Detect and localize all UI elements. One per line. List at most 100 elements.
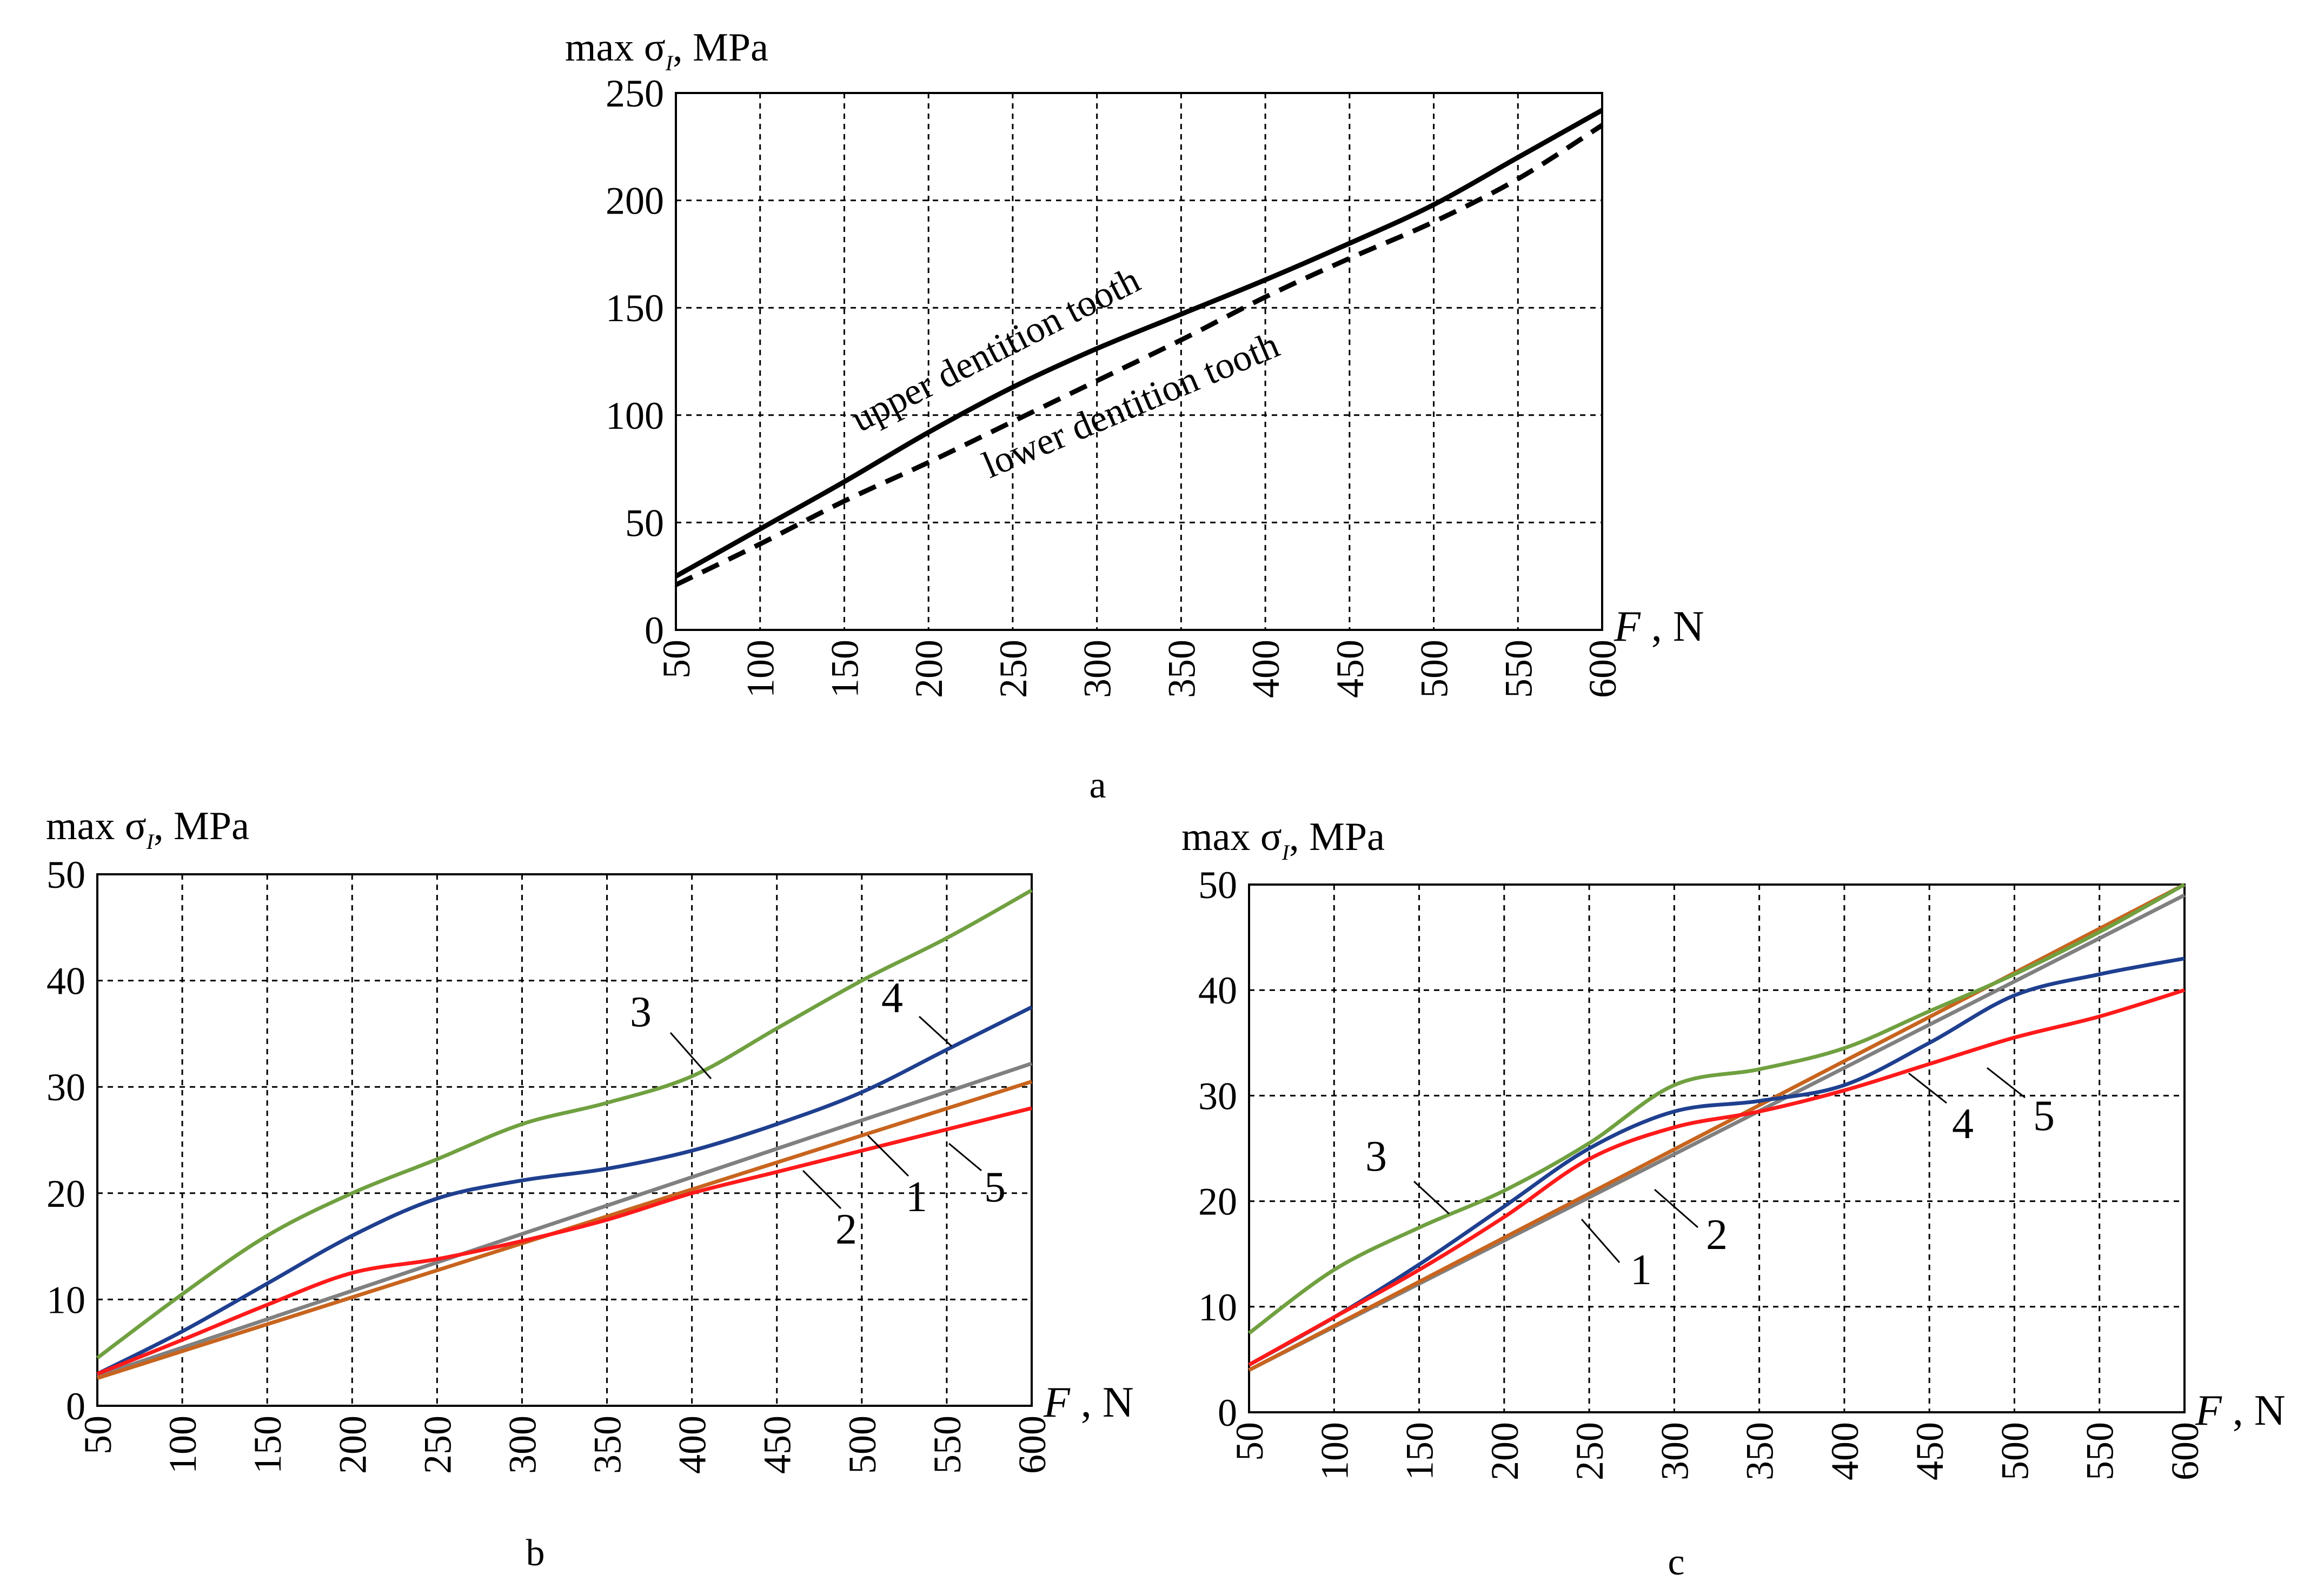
- series-line-c-2: [1248, 882, 2186, 1372]
- series-annotation: 1: [1630, 1246, 1652, 1294]
- x-tick-label: 100: [739, 640, 782, 698]
- leader-line: [948, 1142, 982, 1172]
- x-tick-label: 200: [1483, 1422, 1526, 1480]
- x-tick-label: 150: [823, 640, 866, 698]
- leader-line: [918, 1015, 953, 1047]
- y-tick-label: 150: [606, 287, 664, 330]
- x-tick-label: 400: [1823, 1422, 1867, 1480]
- plot-frame: [96, 873, 1033, 1407]
- y-tick-label: 20: [1198, 1180, 1237, 1224]
- series-annotation: 4: [881, 974, 903, 1022]
- x-tick-label: 150: [246, 1416, 289, 1474]
- x-axis-label: F , N: [1043, 1379, 1134, 1426]
- x-tick-label: 250: [416, 1416, 459, 1474]
- x-tick-label: 250: [1568, 1422, 1611, 1480]
- plot-frame: [1248, 883, 2186, 1413]
- series-annotation: 2: [1706, 1211, 1728, 1259]
- series-annotation: 5: [2033, 1092, 2055, 1140]
- leader-line: [802, 1170, 842, 1210]
- x-axis-label: F , N: [2195, 1387, 2286, 1434]
- leader-line: [1908, 1072, 1947, 1104]
- x-axis-label: F , N: [1613, 603, 1704, 650]
- chart-panel-b: 0 10 20 30 40 50 50 100 150 200 250 300 350 400 450 500…: [46, 804, 1134, 1574]
- y-tick-label: 30: [1198, 1074, 1237, 1118]
- x-tick-label: 600: [1011, 1416, 1054, 1474]
- y-tick-label: 200: [606, 180, 664, 223]
- x-tick-label: 500: [1413, 640, 1456, 698]
- series-line-c-4: [1248, 956, 2185, 1367]
- series-line-c-5: [1248, 988, 2186, 1367]
- series-line-a-2: [675, 123, 1604, 587]
- x-tick-label: 300: [1076, 640, 1119, 698]
- panel-caption: b: [526, 1532, 545, 1574]
- y-axis-label: max σI, MPa: [1181, 815, 1385, 865]
- x-tick-label: 450: [1908, 1422, 1951, 1480]
- plot-frame: [675, 92, 1603, 631]
- leader-line: [669, 1032, 712, 1079]
- x-tick-label: 500: [1993, 1422, 2036, 1480]
- y-tick-label: 50: [625, 501, 664, 544]
- x-tick-label: 150: [1398, 1422, 1442, 1480]
- y-tick-label: 100: [606, 394, 664, 437]
- y-axis-label: max σI, MPa: [46, 804, 249, 854]
- x-tick-label: 50: [76, 1416, 119, 1454]
- y-tick-label: 40: [47, 960, 85, 1003]
- leader-line: [1654, 1188, 1698, 1228]
- x-tick-label: 100: [161, 1416, 204, 1474]
- leader-line: [1987, 1067, 2026, 1099]
- x-tick-label: 400: [671, 1416, 714, 1474]
- x-tick-label: 200: [331, 1416, 374, 1474]
- x-tick-label: 100: [1313, 1422, 1356, 1480]
- x-tick-label: 50: [655, 640, 698, 679]
- x-tick-label: 600: [1581, 640, 1624, 698]
- leader-line: [1581, 1219, 1621, 1263]
- panel-caption: a: [1089, 765, 1106, 806]
- x-tick-label: 250: [992, 640, 1035, 698]
- x-tick-label: 350: [1738, 1422, 1782, 1480]
- series-annotation: 5: [984, 1164, 1006, 1211]
- x-tick-label: 350: [586, 1416, 629, 1474]
- x-tick-label: 500: [841, 1416, 884, 1474]
- y-tick-label: 10: [47, 1278, 85, 1321]
- series-line-a-1: [674, 108, 1604, 579]
- x-tick-label: 200: [907, 640, 951, 698]
- y-tick-label: 30: [47, 1066, 85, 1109]
- y-tick-label: 0: [66, 1385, 85, 1428]
- x-tick-label: 450: [756, 1416, 799, 1474]
- y-tick-label: 0: [645, 609, 664, 652]
- x-tick-label: 550: [926, 1416, 969, 1474]
- x-tick-label: 400: [1244, 640, 1287, 698]
- leader-line: [867, 1134, 909, 1177]
- y-tick-label: 250: [606, 72, 664, 115]
- chart-panel-c: 0 10 20 30 40 50 50 100 150 200 250 300 350 400 450 500…: [1181, 815, 2286, 1583]
- y-tick-label: 50: [47, 853, 85, 896]
- x-tick-label: 550: [1497, 640, 1540, 698]
- x-tick-label: 450: [1329, 640, 1372, 698]
- series-annotation: 3: [630, 988, 652, 1036]
- x-tick-label: 550: [2079, 1422, 2122, 1480]
- y-tick-label: 0: [1218, 1391, 1237, 1434]
- x-tick-label: 350: [1160, 640, 1203, 698]
- series-line-b-3: [96, 888, 1033, 1360]
- x-tick-label: 300: [501, 1416, 544, 1474]
- panel-caption: c: [1668, 1542, 1684, 1583]
- x-tick-label: 300: [1653, 1422, 1696, 1480]
- x-tick-label: 50: [1228, 1422, 1271, 1461]
- y-axis-label: max σI, MPa: [565, 25, 768, 75]
- y-tick-label: 40: [1198, 969, 1237, 1012]
- y-tick-label: 50: [1198, 863, 1237, 907]
- series-annotation: 1: [906, 1173, 927, 1221]
- y-tick-label: 20: [47, 1172, 85, 1215]
- y-tick-label: 10: [1198, 1286, 1237, 1329]
- series-annotation: 3: [1365, 1133, 1387, 1180]
- series-line-b-4: [96, 1005, 1033, 1376]
- series-line-c-3: [1247, 882, 2186, 1335]
- series-line-b-1: [96, 1061, 1033, 1378]
- series-line-b-5: [96, 1106, 1032, 1376]
- series-annotation: 4: [1952, 1100, 1974, 1148]
- x-tick-label: 600: [2163, 1422, 2207, 1480]
- series-annotation: 2: [835, 1206, 857, 1253]
- leader-line: [1413, 1180, 1450, 1215]
